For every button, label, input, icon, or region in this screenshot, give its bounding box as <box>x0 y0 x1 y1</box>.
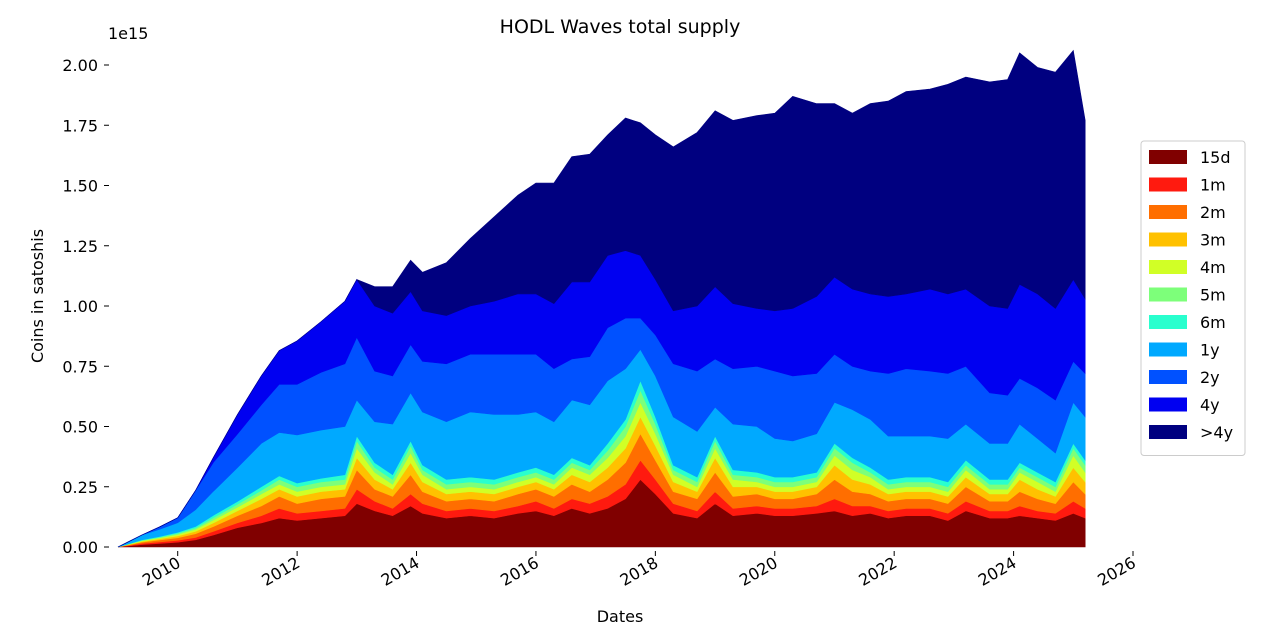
legend-label-3: 3m <box>1200 231 1226 250</box>
legend-swatch-6 <box>1149 315 1187 329</box>
x-axis-label: Dates <box>597 607 644 626</box>
area-series-10 <box>117 49 1086 548</box>
y-tick-label-2: 0.50 <box>62 418 98 437</box>
legend-swatch-0 <box>1149 150 1187 164</box>
legend-swatch-7 <box>1149 342 1187 357</box>
x-tick-label-5: 2020 <box>736 553 781 590</box>
chart-title: HODL Waves total supply <box>500 16 741 38</box>
x-tick-label-7: 2024 <box>975 553 1020 590</box>
y-offset-text: 1e15 <box>108 24 148 43</box>
y-tick-label-1: 0.25 <box>62 478 98 497</box>
legend-label-0: 15d <box>1200 148 1231 167</box>
y-tick-label-5: 1.25 <box>62 237 98 256</box>
y-tick-label-6: 1.50 <box>62 177 98 196</box>
x-tick-label-1: 2012 <box>258 553 303 590</box>
y-tick-label-7: 1.75 <box>62 116 98 135</box>
y-tick-label-3: 0.75 <box>62 357 98 376</box>
x-tick-label-6: 2022 <box>855 553 900 590</box>
y-tick-label-4: 1.00 <box>62 297 98 316</box>
legend-swatch-2 <box>1149 205 1187 219</box>
legend-swatch-3 <box>1149 232 1187 247</box>
legend-label-4: 4m <box>1200 258 1226 277</box>
legend-label-8: 2y <box>1200 368 1220 387</box>
legend-label-9: 4y <box>1200 396 1220 415</box>
y-tick-label-0: 0.00 <box>62 538 98 557</box>
x-tick-label-0: 2010 <box>139 553 184 590</box>
legend-swatch-4 <box>1149 260 1187 274</box>
legend-label-1: 1m <box>1200 176 1226 195</box>
legend-swatch-9 <box>1149 397 1187 412</box>
y-axis: 0.00 0.25 0.50 0.75 1.00 1.25 1.50 1.75 2.00 <box>62 56 109 557</box>
legend-swatch-1 <box>1149 177 1187 192</box>
x-tick-label-2: 2014 <box>378 553 423 590</box>
legend-swatch-10 <box>1149 425 1187 439</box>
x-tick-label-3: 2016 <box>497 553 542 590</box>
legend-swatch-5 <box>1149 287 1187 302</box>
legend-label-6: 6m <box>1200 313 1226 332</box>
y-axis-label: Coins in satoshis <box>28 229 47 363</box>
legend: 15d 1m 2m 3m 4m 5m 6m 1y 2y 4y >4y <box>1140 140 1246 456</box>
legend-swatch-8 <box>1149 370 1187 384</box>
x-tick-label-4: 2018 <box>617 553 662 590</box>
legend-label-2: 2m <box>1200 203 1226 222</box>
y-tick-label-8: 2.00 <box>62 56 98 75</box>
x-tick-label-8: 2026 <box>1094 553 1139 590</box>
legend-label-7: 1y <box>1200 341 1220 360</box>
legend-label-10: >4y <box>1200 423 1233 442</box>
x-axis: 2010 2012 2014 2016 2018 2020 2022 2024 2026 <box>139 551 1139 590</box>
legend-label-5: 5m <box>1200 286 1226 305</box>
stacked-areas <box>117 49 1086 548</box>
